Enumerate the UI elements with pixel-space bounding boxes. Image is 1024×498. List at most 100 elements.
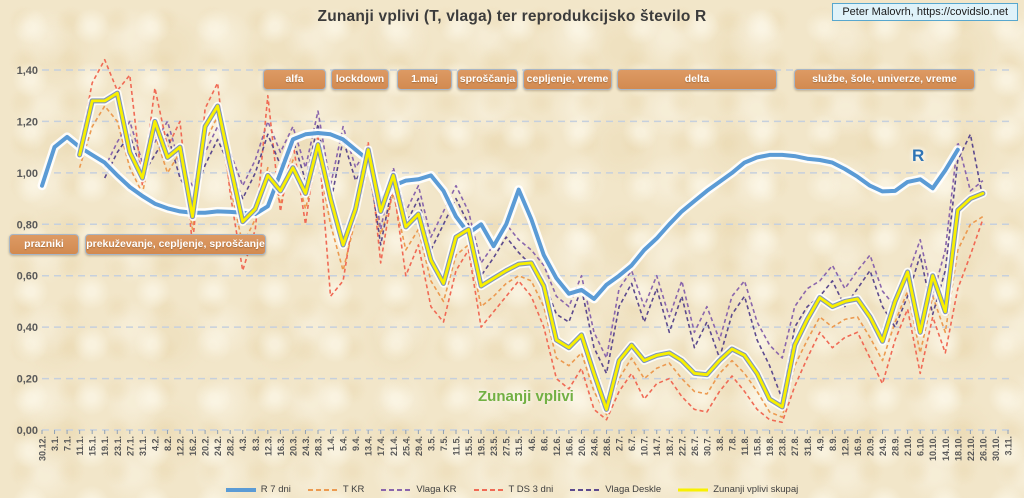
x-tick-label: 3.8. (715, 436, 725, 451)
x-tick-label: 15.8. (753, 436, 763, 456)
x-tick-label: 22.7. (677, 436, 687, 456)
legend-swatch-t-kr (307, 488, 338, 491)
x-tick-label: 8.2. (163, 436, 173, 451)
x-tick-label: 2.10. (903, 436, 913, 456)
x-tick-label: 4.6. (527, 436, 537, 451)
annotation-preku-evanje-cepljenje-spro-anje: prekuževanje, cepljenje, sproščanje (85, 234, 266, 255)
x-tick-label: 17.4. (376, 436, 386, 456)
legend-label-vlaga-deskle: Vlaga Deskle (605, 484, 662, 495)
legend-label-vlaga-kr: Vlaga KR (416, 484, 457, 495)
legend-swatch-zunanji-vplivi-skupaj (678, 488, 709, 491)
legend-swatch-vlaga-kr (381, 488, 412, 491)
x-tick-label: 28.6. (602, 436, 612, 456)
x-tick-label: 16.9. (853, 436, 863, 456)
x-tick-label: 12.9. (840, 436, 850, 456)
author-credit-box: Peter Malovrh, https://covidslo.net (832, 3, 1018, 21)
y-tick-label: 0,60 (17, 271, 38, 283)
legend-item-t-kr: T KR (307, 484, 364, 495)
x-tick-label: 31.8. (803, 436, 813, 456)
x-tick-label: 12.3. (263, 436, 273, 456)
x-tick-label: 10.10. (928, 436, 938, 461)
x-tick-label: 21.4. (389, 436, 399, 456)
legend-swatch-r-7-dni (225, 487, 256, 492)
x-tick-label: 20.9. (866, 436, 876, 456)
annotation-alfa: alfa (263, 69, 326, 90)
x-tick-label: 23.5. (489, 436, 499, 456)
series-line-zunanji-vplivi-skupaj (78, 91, 985, 411)
x-tick-label: 26.7. (690, 436, 700, 456)
y-tick-label: 0,20 (17, 374, 38, 386)
x-tick-label: 22.10. (966, 436, 976, 461)
x-tick-label: 18.7. (665, 436, 675, 456)
x-tick-label: 4.3. (238, 436, 248, 451)
legend-item-t-ds-3-dni: T DS 3 dni (473, 484, 554, 495)
x-tick-label: 20.6. (577, 436, 587, 456)
x-tick-label: 7.5. (439, 436, 449, 451)
annotation-prazniki: prazniki (9, 234, 79, 255)
x-tick-label: 24.2. (213, 436, 223, 456)
x-tick-label: 24.6. (590, 436, 600, 456)
x-tick-label: 14.7. (652, 436, 662, 456)
x-tick-label: 11.5. (452, 436, 462, 456)
x-tick-label: 24.9. (878, 436, 888, 456)
x-tick-label: 11.8. (740, 436, 750, 456)
x-tick-label: 28.9. (891, 436, 901, 456)
x-tick-label: 18.10. (953, 436, 963, 461)
x-tick-label: 30.12. (38, 436, 48, 461)
x-tick-label: 31.5. (514, 436, 524, 456)
x-tick-label: 24.3. (301, 436, 311, 456)
x-tick-label: 4.9. (815, 436, 825, 451)
x-tick-label: 30.7. (702, 436, 712, 456)
y-tick-label: 1,20 (17, 116, 38, 128)
x-tick-label: 30.10. (991, 436, 1001, 461)
x-tick-label: 28.2. (226, 436, 236, 456)
x-tick-label: 11.1. (75, 436, 85, 456)
legend-label-r-7-dni: R 7 dni (260, 484, 291, 495)
x-tick-label: 7.1. (63, 436, 73, 451)
legend-label-t-ds-3-dni: T DS 3 dni (508, 484, 554, 495)
x-tick-label: 7.8. (728, 436, 738, 451)
x-tick-label: 1.4. (326, 436, 336, 451)
legend-item-vlaga-kr: Vlaga KR (381, 484, 457, 495)
x-tick-label: 25.4. (401, 436, 411, 456)
chart-title: Zunanji vplivi (T, vlaga) ter reprodukci… (317, 8, 707, 25)
annotation-1-maj: 1.maj (397, 69, 452, 90)
x-tick-label: 6.7. (627, 436, 637, 451)
x-tick-label: 10.7. (640, 436, 650, 456)
x-tick-label: 19.8. (765, 436, 775, 456)
annotation-delta: delta (617, 69, 777, 90)
x-tick-label: 19.5. (477, 436, 487, 456)
x-tick-label: 27.5. (502, 436, 512, 456)
x-tick-label: 14.10. (941, 436, 951, 461)
x-tick-label: 29.4. (414, 436, 424, 456)
x-tick-label: 3.5. (426, 436, 436, 451)
x-tick-label: 8.9. (828, 436, 838, 451)
x-tick-label: 4.2. (150, 436, 160, 451)
x-tick-label: 16.6. (564, 436, 574, 456)
series-line-vlaga-kr (103, 110, 984, 359)
zunanji-vplivi-series-label: Zunanji vplivi (478, 388, 574, 405)
x-tick-label: 13.4. (364, 436, 374, 456)
x-tick-label: 23.1. (113, 436, 123, 456)
legend-item-zunanji-vplivi-skupaj: Zunanji vplivi skupaj (678, 484, 798, 495)
x-tick-label: 20.2. (201, 436, 211, 456)
annotation-slu-be-ole-univerze-vreme: službe, šole, univerze, vreme (794, 69, 975, 90)
x-tick-label: 8.6. (539, 436, 549, 451)
annotation-spro-anja: sproščanja (457, 69, 518, 90)
series-line-t-kr (78, 105, 984, 418)
x-tick-label: 26.10. (978, 436, 988, 461)
x-tick-label: 9.4. (351, 436, 361, 451)
y-tick-label: 0,80 (17, 219, 38, 231)
x-tick-label: 19.1. (100, 436, 110, 456)
x-tick-label: 3.11. (1004, 436, 1014, 456)
legend-label-zunanji-vplivi-skupaj: Zunanji vplivi skupaj (713, 484, 799, 495)
legend-item-r-7-dni: R 7 dni (225, 484, 291, 495)
x-tick-label: 20.3. (288, 436, 298, 456)
series-line-t-ds-3-dni (78, 58, 984, 424)
annotation-cepljenje-vreme: cepljenje, vreme (523, 69, 612, 90)
x-tick-label: 15.5. (464, 436, 474, 456)
x-tick-label: 6.10. (916, 436, 926, 456)
legend-item-vlaga-deskle: Vlaga Deskle (570, 484, 661, 495)
